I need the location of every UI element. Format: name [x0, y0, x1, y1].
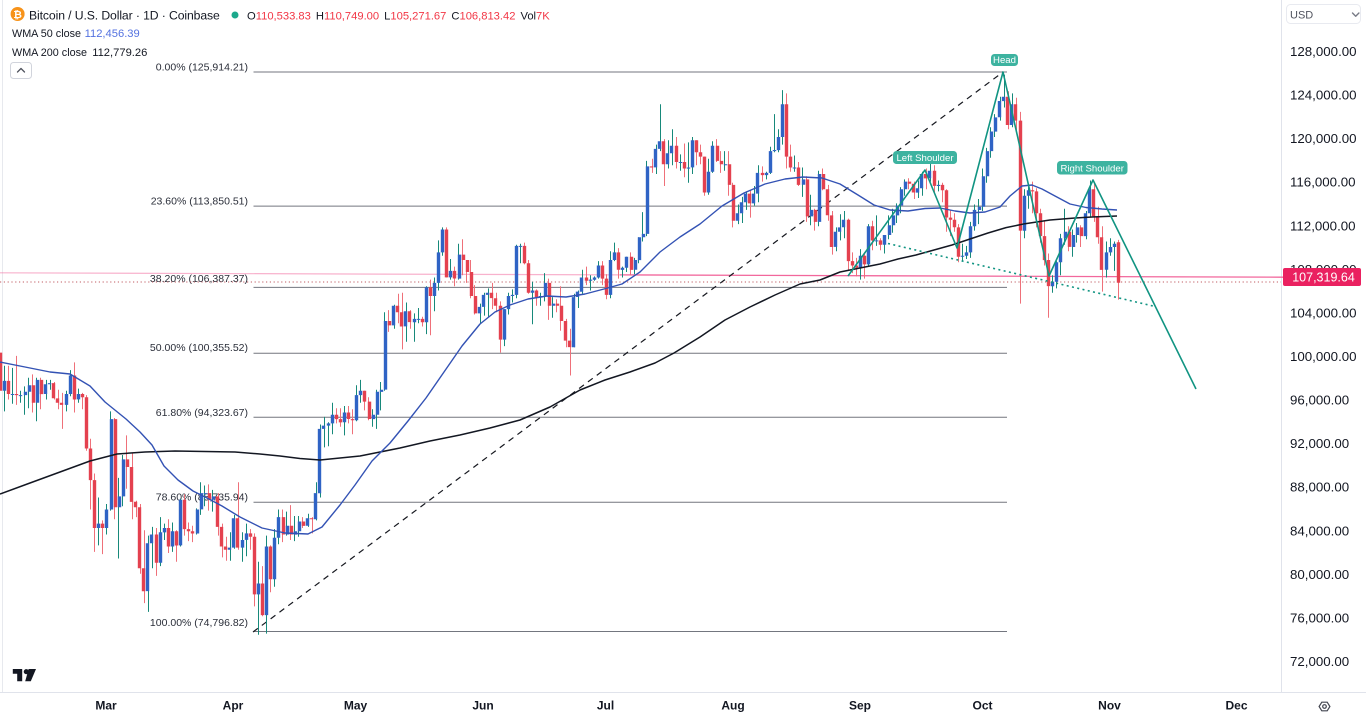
svg-text:61.80% (94,323.67): 61.80% (94,323.67) [156, 407, 248, 419]
svg-text:112,456.39: 112,456.39 [85, 28, 140, 40]
svg-text:50.00% (100,355.52): 50.00% (100,355.52) [150, 342, 248, 354]
svg-text:128,000.00: 128,000.00 [1290, 44, 1357, 59]
svg-text:72,000.00: 72,000.00 [1290, 654, 1349, 669]
svg-text:Dec: Dec [1225, 699, 1247, 713]
svg-text:38.20% (106,387.37): 38.20% (106,387.37) [150, 273, 248, 285]
svg-text:88,000.00: 88,000.00 [1290, 480, 1349, 495]
svg-text:Jun: Jun [472, 699, 493, 713]
svg-text:Jul: Jul [597, 699, 614, 713]
svg-text:0.00% (125,914.21): 0.00% (125,914.21) [156, 62, 248, 74]
svg-text:112,000.00: 112,000.00 [1290, 218, 1356, 233]
svg-text:76,000.00: 76,000.00 [1290, 610, 1349, 625]
svg-text:May: May [344, 699, 368, 713]
svg-text:Left Shoulder: Left Shoulder [896, 153, 954, 164]
svg-text:WMA 200 close: WMA 200 close [12, 47, 87, 59]
svg-text:104,000.00: 104,000.00 [1290, 305, 1357, 320]
svg-text:Head: Head [993, 55, 1016, 66]
svg-text:107,319.64: 107,319.64 [1292, 271, 1355, 285]
svg-text:Right Shoulder: Right Shoulder [1060, 163, 1124, 174]
svg-text:Apr: Apr [223, 699, 244, 713]
svg-text:Sep: Sep [849, 699, 871, 713]
svg-text:₿: ₿ [13, 9, 22, 21]
svg-text:WMA 50 close: WMA 50 close [12, 28, 81, 40]
svg-text:USD: USD [1290, 9, 1313, 21]
svg-text:120,000.00: 120,000.00 [1290, 131, 1357, 146]
svg-text:Oct: Oct [972, 699, 992, 713]
svg-text:80,000.00: 80,000.00 [1290, 567, 1349, 582]
svg-text:84,000.00: 84,000.00 [1290, 523, 1349, 538]
svg-text:23.60% (113,850.51): 23.60% (113,850.51) [151, 196, 248, 208]
svg-text:96,000.00: 96,000.00 [1290, 393, 1349, 408]
svg-text:Aug: Aug [721, 699, 744, 713]
svg-text:Mar: Mar [95, 699, 117, 713]
svg-text:92,000.00: 92,000.00 [1290, 436, 1349, 451]
svg-text:112,779.26: 112,779.26 [92, 47, 147, 59]
svg-text:100.00% (74,796.82): 100.00% (74,796.82) [150, 617, 248, 629]
svg-text:124,000.00: 124,000.00 [1290, 88, 1357, 103]
svg-text:Nov: Nov [1098, 699, 1121, 713]
svg-text:116,000.00: 116,000.00 [1290, 175, 1356, 190]
svg-text:Bitcoin / U.S. Dollar · 1D · C: Bitcoin / U.S. Dollar · 1D · Coinbase [29, 9, 220, 23]
svg-text:100,000.00: 100,000.00 [1290, 349, 1357, 364]
